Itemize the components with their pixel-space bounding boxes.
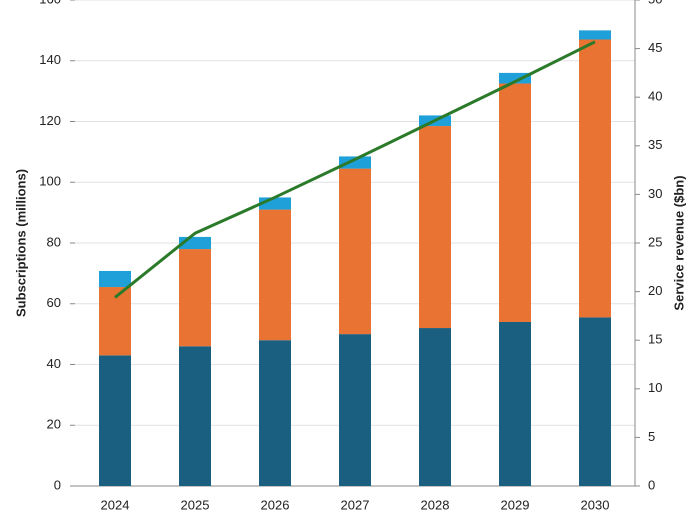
- revenue-line: [114, 40, 596, 299]
- bar-segment: [179, 249, 211, 347]
- y2-tick-label: 20: [648, 283, 662, 298]
- bar-segment: [499, 83, 531, 322]
- y2-tick-label: 5: [648, 429, 655, 444]
- x-tick-label: 2028: [421, 497, 450, 512]
- x-tick-label: 2025: [181, 497, 210, 512]
- y2-tick-label: 50: [648, 0, 662, 6]
- y-tick-label: 160: [39, 0, 61, 6]
- y-tick-label: 40: [47, 356, 61, 371]
- bar-segment: [499, 72, 531, 84]
- bar-segment: [99, 355, 131, 486]
- bar-segment: [259, 340, 291, 486]
- bar-segment: [339, 156, 371, 169]
- y-tick-label: 100: [39, 174, 61, 189]
- y-tick-label: 60: [47, 295, 61, 310]
- bar-segment: [419, 328, 451, 486]
- bar-segment: [339, 168, 371, 335]
- y2-tick-label: 25: [648, 234, 662, 249]
- bar-segment: [99, 270, 131, 288]
- bar-segment: [259, 209, 291, 341]
- y2-tick-label: 15: [648, 332, 662, 347]
- bar-segment: [419, 126, 451, 329]
- y-tick-label: 20: [47, 417, 61, 432]
- bar-segment: [579, 30, 611, 40]
- y-tick-label: 120: [39, 113, 61, 128]
- y-axis-title: Subscriptions (millions): [13, 169, 28, 317]
- y2-axis-title: Service revenue ($bn): [671, 175, 686, 310]
- y-tick-label: 140: [39, 52, 61, 67]
- y2-tick-label: 40: [648, 89, 662, 104]
- bar-segment: [179, 346, 211, 486]
- y2-tick-label: 45: [648, 40, 662, 55]
- y-tick-label: 80: [47, 234, 61, 249]
- bar-segment: [579, 317, 611, 486]
- x-tick-label: 2026: [261, 497, 290, 512]
- bar-segment: [99, 287, 131, 356]
- y-tick-label: 0: [54, 477, 61, 492]
- x-tick-label: 2030: [581, 497, 610, 512]
- bar-segment: [579, 39, 611, 318]
- x-tick-label: 2027: [341, 497, 370, 512]
- x-tick-label: 2029: [501, 497, 530, 512]
- bar-segment: [499, 321, 531, 486]
- y2-tick-label: 30: [648, 186, 662, 201]
- bar-segment: [339, 334, 371, 486]
- x-tick-label: 2024: [101, 497, 130, 512]
- y2-tick-label: 0: [648, 477, 655, 492]
- y2-tick-label: 10: [648, 380, 662, 395]
- y2-tick-label: 35: [648, 137, 662, 152]
